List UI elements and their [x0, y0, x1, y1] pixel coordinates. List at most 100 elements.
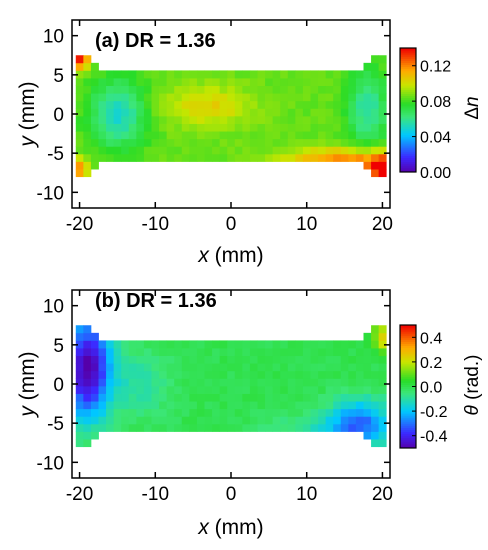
heatmap-cell: [318, 146, 327, 155]
heatmap-cell: [318, 115, 327, 124]
heatmap-cell: [234, 340, 243, 349]
heatmap-cell: [121, 108, 130, 117]
heatmap-cell: [106, 108, 115, 117]
heatmap-cell: [143, 416, 152, 425]
heatmap-cell: [189, 370, 198, 379]
heatmap-cell: [310, 348, 319, 357]
heatmap-cell: [204, 70, 213, 79]
heatmap-cell: [75, 393, 84, 402]
heatmap-cell: [249, 115, 258, 124]
heatmap-cell: [121, 138, 130, 147]
heatmap-cell: [363, 416, 372, 425]
heatmap-cell: [348, 370, 357, 379]
heatmap-cell: [90, 146, 99, 155]
heatmap-cell: [242, 370, 251, 379]
heatmap-cell: [98, 340, 107, 349]
colorbar-segment: [400, 341, 416, 344]
heatmap-cell: [151, 401, 160, 410]
heatmap-cell: [272, 408, 281, 417]
heatmap-cell: [90, 370, 99, 379]
heatmap-cell: [325, 93, 334, 102]
heatmap-cell: [106, 363, 115, 372]
heatmap-cell: [196, 393, 205, 402]
heatmap-cell: [348, 146, 357, 155]
heatmap-cell: [234, 153, 243, 162]
heatmap-cell: [136, 115, 145, 124]
heatmap-cell: [196, 78, 205, 87]
heatmap-cell: [83, 123, 92, 132]
heatmap-cell: [143, 146, 152, 155]
heatmap-cell: [242, 78, 251, 87]
heatmap-cell: [75, 62, 84, 71]
heatmap-cell: [249, 408, 258, 417]
heatmap-cell: [310, 401, 319, 410]
heatmap-cell: [242, 348, 251, 357]
y-tick-label: -5: [47, 414, 64, 435]
x-tick-label: 0: [226, 484, 237, 505]
heatmap-cell: [75, 363, 84, 372]
heatmap-cell: [265, 78, 274, 87]
heatmap-cell: [83, 431, 92, 440]
heatmap-cell: [159, 153, 168, 162]
heatmap-cell: [234, 108, 243, 117]
heatmap-cell: [257, 378, 266, 387]
heatmap-cell: [121, 423, 130, 432]
heatmap-cell: [219, 408, 228, 417]
colorbar-segment: [400, 85, 416, 88]
heatmap-cell: [265, 70, 274, 79]
heatmap-cell: [143, 78, 152, 87]
heatmap-cell: [287, 146, 296, 155]
heatmap-cell: [227, 393, 236, 402]
heatmap-cell: [113, 408, 122, 417]
heatmap-cell: [234, 393, 243, 402]
heatmap-cell: [302, 70, 311, 79]
heatmap-cell: [219, 385, 228, 394]
heatmap-cell: [166, 138, 175, 147]
heatmap-cell: [75, 70, 84, 79]
heatmap-cell: [272, 416, 281, 425]
heatmap-cell: [121, 378, 130, 387]
heatmap-cell: [83, 93, 92, 102]
heatmap-cell: [136, 153, 145, 162]
heatmap-cell: [378, 62, 387, 71]
heatmap-cell: [128, 108, 137, 117]
heatmap-cell: [113, 363, 122, 372]
heatmap-cell: [204, 93, 213, 102]
heatmap-cell: [113, 340, 122, 349]
heatmap-cell: [249, 85, 258, 94]
colorbar-tick-label: 0.08: [420, 94, 451, 111]
heatmap-cell: [371, 131, 380, 140]
heatmap-cell: [234, 370, 243, 379]
heatmap-cell: [83, 153, 92, 162]
heatmap-cell: [242, 115, 251, 124]
colorbar-segment: [400, 361, 416, 365]
heatmap-cell: [83, 416, 92, 425]
heatmap-cell: [204, 385, 213, 394]
colorbar-tick-label: -0.2: [420, 404, 448, 421]
heatmap-cell: [98, 153, 107, 162]
heatmap-cell: [378, 378, 387, 387]
heatmap-cell: [219, 93, 228, 102]
heatmap-cell: [355, 108, 364, 117]
heatmap-cell: [295, 131, 304, 140]
heatmap-cell: [166, 378, 175, 387]
heatmap-cell: [90, 378, 99, 387]
heatmap-cell: [295, 108, 304, 117]
heatmap-cell: [121, 340, 130, 349]
heatmap-cell: [265, 115, 274, 124]
heatmap-cell: [83, 423, 92, 432]
heatmap-cell: [98, 401, 107, 410]
heatmap-cell: [363, 78, 372, 87]
heatmap-cell: [174, 78, 183, 87]
heatmap-cell: [196, 131, 205, 140]
heatmap-cell: [98, 378, 107, 387]
colorbar-segment: [400, 50, 416, 53]
heatmap-cell: [318, 393, 327, 402]
heatmap-cell: [189, 93, 198, 102]
heatmap-cell: [310, 355, 319, 364]
colorbar-segment: [400, 423, 416, 426]
colorbar-segment: [400, 103, 416, 107]
heatmap-cell: [310, 123, 319, 132]
heatmap-cell: [302, 348, 311, 357]
heatmap-cell: [121, 370, 130, 379]
